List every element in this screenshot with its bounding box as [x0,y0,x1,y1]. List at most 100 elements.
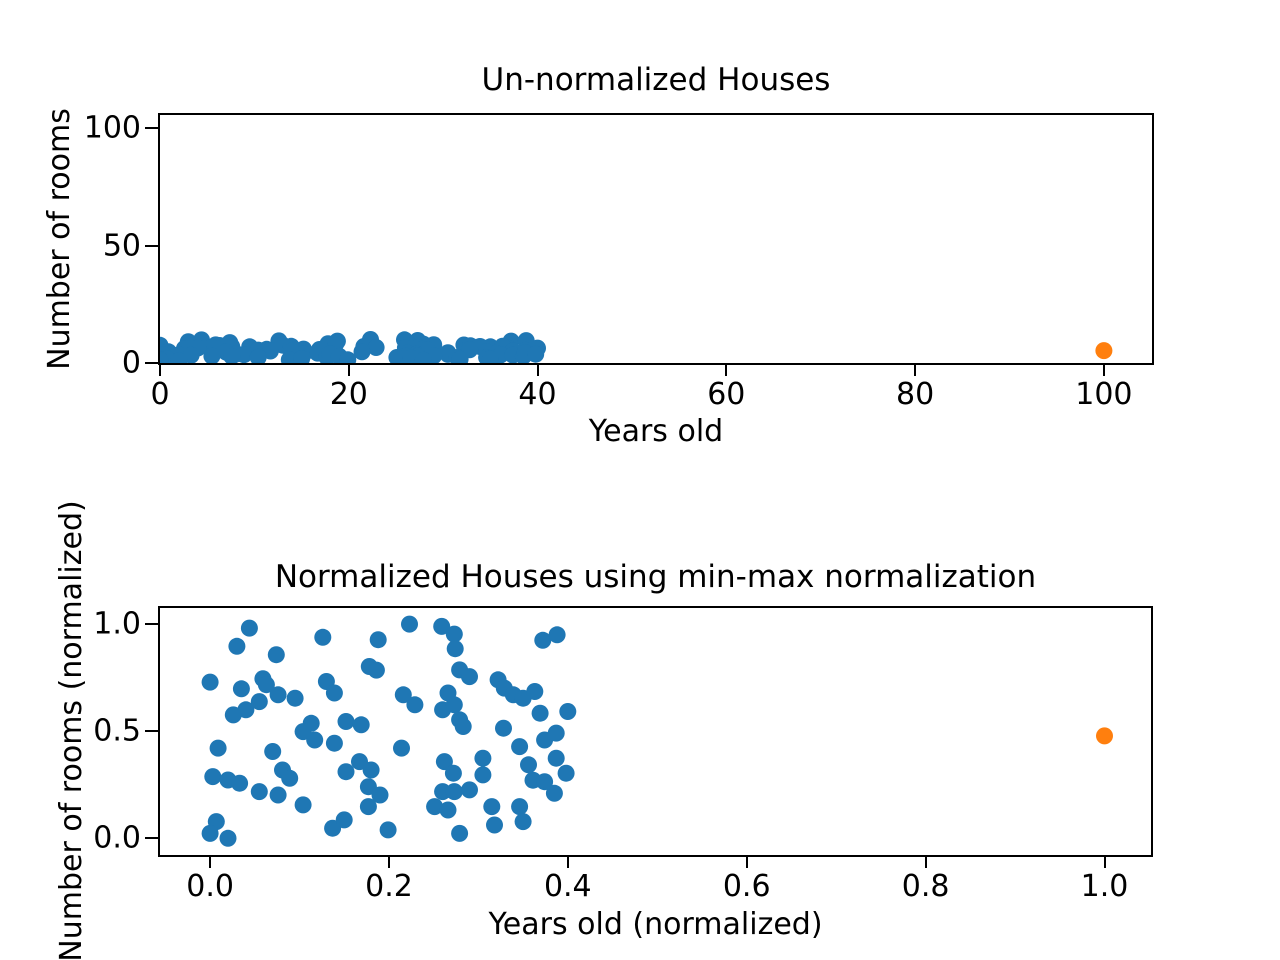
point-houses-normalized [267,646,285,664]
y-axis-label: Number of rooms (normalized) [54,500,89,960]
point-houses-normalized [250,783,268,801]
point-houses-normalized [362,761,380,779]
point-houses [367,339,385,356]
x-tick-label: 60 [707,377,746,412]
point-houses-normalized [264,743,282,760]
point-houses-normalized [359,798,377,816]
x-tick-label: 0.2 [365,869,413,904]
point-houses-normalized [435,753,453,771]
point-houses-normalized [325,734,343,752]
point-houses-normalized [337,763,355,781]
x-tick-label: 0.0 [186,869,234,904]
point-houses-normalized [547,724,565,742]
point-houses-normalized [367,661,385,679]
x-tick-label: 100 [1075,377,1133,412]
chart-title: Un-normalized Houses [481,62,831,98]
y-axis-label: Number of rooms [42,108,77,370]
point-houses-normalized [224,706,242,724]
x-tick-label: 0 [150,377,170,412]
point-houses-normalized [201,824,219,842]
point-houses-normalized [314,628,332,646]
point-houses-normalized [511,738,529,756]
x-tick-label: 0.8 [901,869,950,904]
point-houses-normalized [269,686,287,704]
point-houses-normalized [483,798,501,816]
point-houses-normalized [454,718,472,735]
point-houses-normalized [474,766,492,784]
scatter-canvas [201,615,1113,847]
x-tick-mark [725,363,728,376]
point-houses-normalized [514,813,532,831]
point-houses-normalized [201,673,219,691]
x-tick-mark [347,363,350,376]
point-houses-normalized [444,764,462,782]
y-tick-mark [145,730,158,733]
plot-area [158,606,1153,857]
point-houses-normalized [231,774,249,792]
x-tick-label: 20 [329,377,368,412]
point-houses-normalized [306,731,324,749]
point-houses-normalized [557,764,575,782]
point-houses-normalized [257,676,275,694]
point-houses-normalized [526,683,544,700]
point-houses [293,350,311,363]
point-houses-normalized [531,704,549,722]
x-tick-mark [536,363,539,376]
point-houses-normalized [445,625,463,643]
point-houses-normalized [219,829,237,847]
x-tick-label: 0.4 [543,869,592,904]
y-tick-label: 0.5 [93,713,141,749]
x-tick-label: 40 [518,377,557,412]
point-houses [353,343,371,361]
point-houses [160,351,169,363]
point-houses-normalized [401,615,418,633]
y-tick-label: 50 [102,228,141,264]
point-houses-normalized [547,749,565,767]
point-houses-normalized [325,684,343,702]
point-outlier-house-normalized [1096,727,1113,745]
x-tick-mark [924,855,927,868]
point-houses-normalized [204,768,222,786]
y-tick-mark [145,127,158,130]
x-tick-mark [209,855,212,868]
point-houses [170,352,188,363]
scatter-canvas [160,331,1113,363]
x-tick-mark [159,363,161,376]
plot-area [158,113,1154,365]
x-tick-mark [566,855,569,868]
point-houses-normalized [240,619,258,637]
point-houses-normalized [445,783,463,801]
point-houses-normalized [352,716,370,734]
point-houses [249,348,267,363]
point-houses-normalized [536,773,554,791]
y-tick-mark [145,623,158,626]
point-houses [414,351,432,363]
x-tick-mark [914,363,917,376]
point-houses-normalized [511,798,529,816]
point-houses [203,347,221,363]
x-tick-mark [1103,855,1106,868]
x-tick-mark [1102,363,1105,376]
point-houses-normalized [434,783,452,801]
point-houses-normalized [393,739,410,757]
point-houses-normalized [286,689,304,707]
x-tick-label: 1.0 [1080,869,1129,904]
point-houses-normalized [232,680,250,698]
x-tick-mark [388,855,390,868]
y-tick-mark [145,362,158,364]
point-houses-normalized [520,756,537,774]
x-tick-label: 80 [896,377,935,412]
point-houses-normalized [433,617,451,635]
point-houses-normalized [426,798,444,816]
point-houses-normalized [451,824,469,842]
chart-title: Normalized Houses using min-max normaliz… [274,559,1037,595]
x-tick-mark [745,855,748,868]
point-outlier-house [1095,342,1113,360]
point-houses-normalized [369,631,387,649]
point-houses-normalized [534,631,552,649]
point-houses-normalized [281,769,299,787]
point-houses-normalized [250,693,268,711]
point-houses-normalized [335,811,353,829]
point-houses [388,349,406,363]
